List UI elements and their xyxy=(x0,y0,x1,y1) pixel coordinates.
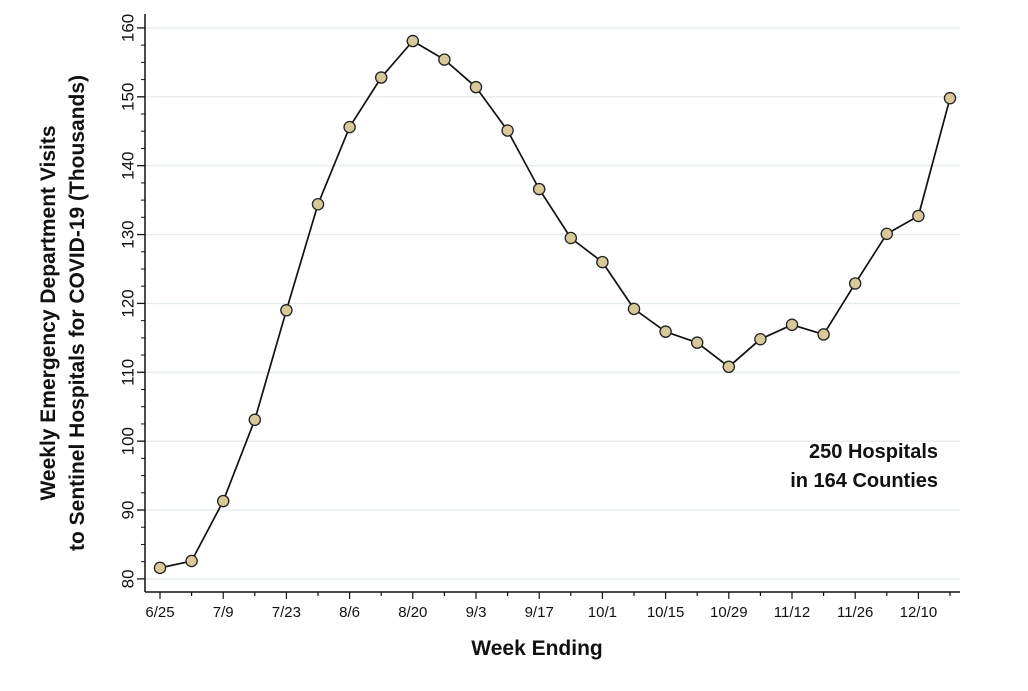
y-axis-title-line-2: to Sentinel Hospitals for COVID-19 (Thou… xyxy=(66,75,89,551)
y-tick-label-140: 140 xyxy=(118,151,137,179)
data-point-10-29 xyxy=(722,360,736,374)
data-point-11-19 xyxy=(817,328,830,341)
data-point-9-10 xyxy=(501,124,514,137)
y-tick-label-80: 80 xyxy=(118,569,137,588)
data-point-7-9 xyxy=(216,494,230,508)
data-point-10-1 xyxy=(596,255,609,269)
data-point-6-25 xyxy=(153,561,167,575)
data-point-10-15 xyxy=(659,325,672,338)
y-tick-label-150: 150 xyxy=(118,83,137,111)
y-axis-title-line-1: Weekly Emergency Department Visits xyxy=(37,125,60,500)
y-tick-label-110: 110 xyxy=(118,359,137,386)
data-point-7-23 xyxy=(280,304,293,317)
data-point-8-6 xyxy=(343,120,356,134)
x-tick-label-6-25: 6/25 xyxy=(145,604,174,621)
data-point-11-5 xyxy=(754,332,767,346)
data-point-9-17 xyxy=(532,182,546,196)
data-point-7-16 xyxy=(248,413,262,427)
x-tick-label-8-20: 8/20 xyxy=(398,604,427,621)
x-tick-label-7-9: 7/9 xyxy=(213,604,234,621)
x-axis-title: Week Ending xyxy=(471,637,602,660)
data-point-12-10 xyxy=(912,209,925,223)
data-point-10-22 xyxy=(690,336,704,349)
data-point-7-2 xyxy=(185,554,198,568)
y-tick-label-90: 90 xyxy=(118,501,137,520)
gridlines xyxy=(145,27,960,580)
data-point-11-12 xyxy=(785,318,799,332)
data-point-9-3 xyxy=(469,80,483,94)
y-tick-label-120: 120 xyxy=(118,289,137,317)
annotation-line-2: in 164 Counties xyxy=(790,470,938,492)
x-tick-label-9-17: 9/17 xyxy=(525,604,554,621)
data-point-11-26 xyxy=(848,277,862,290)
caption-cutoff xyxy=(20,683,1010,691)
x-tick-label-10-1: 10/1 xyxy=(588,604,617,621)
data-point-9-24 xyxy=(564,231,578,245)
data-point-12-17 xyxy=(943,91,957,105)
y-tick-label-130: 130 xyxy=(118,220,137,248)
x-tick-label-11-26: 11/26 xyxy=(837,604,873,621)
x-tick-label-9-3: 9/3 xyxy=(466,604,487,621)
y-tick-label-100: 100 xyxy=(118,427,137,455)
x-tick-label-11-12: 11/12 xyxy=(774,604,810,621)
y-tick-label-160: 160 xyxy=(118,14,137,42)
data-point-10-8 xyxy=(627,302,641,316)
data-point-8-20 xyxy=(406,34,420,48)
series-visits xyxy=(153,34,957,575)
x-tick-label-10-29: 10/29 xyxy=(710,604,748,621)
x-tick-label-12-10: 12/10 xyxy=(900,604,938,621)
x-tick-label-7-23: 7/23 xyxy=(272,604,301,621)
x-tick-label-8-6: 8/6 xyxy=(339,604,360,621)
data-point-12-3 xyxy=(880,227,894,241)
data-point-8-13 xyxy=(374,71,388,84)
x-tick-label-10-15: 10/15 xyxy=(647,604,685,621)
labels: Weekly Emergency Department Visits to Se… xyxy=(37,75,938,660)
annotation-line-1: 250 Hospitals xyxy=(809,441,938,463)
data-point-8-27 xyxy=(438,53,451,66)
axes: 80 90 100 110 120 130 140 150 160 6/25 7/9 7/23 8/6 8… xyxy=(118,14,960,621)
data-point-7-30 xyxy=(311,197,325,211)
